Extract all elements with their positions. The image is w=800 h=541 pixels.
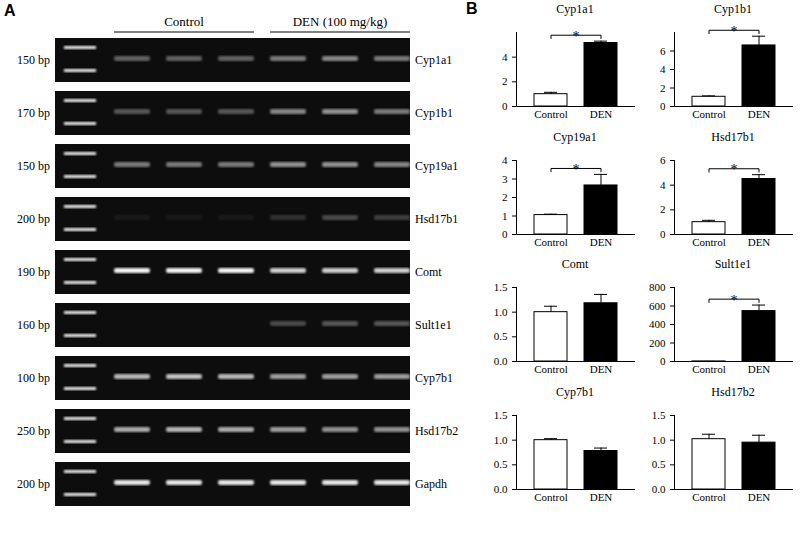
svg-text:0.5: 0.5 xyxy=(494,330,508,342)
svg-text:2: 2 xyxy=(502,191,508,203)
svg-text:0: 0 xyxy=(502,228,508,240)
svg-text:0: 0 xyxy=(660,100,666,112)
svg-text:1.0: 1.0 xyxy=(494,434,508,446)
svg-text:6: 6 xyxy=(660,154,666,166)
svg-text:100 bp: 100 bp xyxy=(17,371,50,385)
svg-text:600: 600 xyxy=(649,300,666,312)
svg-text:200: 200 xyxy=(649,337,666,349)
html-text:Comt: Comt xyxy=(561,257,589,271)
svg-text:DEN: DEN xyxy=(590,363,613,375)
svg-text:DEN: DEN xyxy=(748,363,771,375)
svg-text:*: * xyxy=(731,293,738,308)
svg-text:1.5: 1.5 xyxy=(494,281,508,293)
svg-text:4: 4 xyxy=(502,154,508,166)
svg-text:Comt: Comt xyxy=(415,265,442,279)
svg-text:Control: Control xyxy=(534,108,568,120)
svg-text:3: 3 xyxy=(502,173,508,185)
svg-text:0.0: 0.0 xyxy=(494,483,508,495)
svg-text:250 bp: 250 bp xyxy=(17,424,50,438)
svg-text:Cyp1b1: Cyp1b1 xyxy=(415,106,453,120)
svg-text:DEN: DEN xyxy=(748,491,771,503)
svg-text:0: 0 xyxy=(660,355,666,367)
svg-text:Control: Control xyxy=(692,108,726,120)
svg-text:DEN: DEN xyxy=(748,236,771,248)
svg-text:2: 2 xyxy=(660,82,666,94)
svg-text:150 bp: 150 bp xyxy=(17,53,50,67)
svg-text:1.5: 1.5 xyxy=(652,409,666,421)
svg-text:DEN (100 mg/kg): DEN (100 mg/kg) xyxy=(293,14,388,29)
html-text:Sult1e1: Sult1e1 xyxy=(714,257,752,271)
svg-text:200 bp: 200 bp xyxy=(17,212,50,226)
svg-text:0.0: 0.0 xyxy=(652,483,666,495)
svg-text:0.5: 0.5 xyxy=(652,458,666,470)
svg-text:Control: Control xyxy=(534,491,568,503)
html-text:Hsd17b1: Hsd17b1 xyxy=(711,130,755,144)
svg-text:4: 4 xyxy=(502,51,508,63)
svg-text:150 bp: 150 bp xyxy=(17,159,50,173)
svg-text:DEN: DEN xyxy=(590,236,613,248)
svg-text:800: 800 xyxy=(649,281,666,293)
svg-text:6: 6 xyxy=(660,45,666,57)
svg-text:Control: Control xyxy=(692,236,726,248)
svg-text:Control: Control xyxy=(692,491,726,503)
svg-text:2: 2 xyxy=(502,75,508,87)
html-text:Cyp19a1: Cyp19a1 xyxy=(553,130,597,144)
svg-text:4: 4 xyxy=(660,63,666,75)
svg-text:Control: Control xyxy=(692,363,726,375)
svg-text:2: 2 xyxy=(660,203,666,215)
svg-text:160 bp: 160 bp xyxy=(17,318,50,332)
svg-text:*: * xyxy=(731,162,738,177)
svg-text:4: 4 xyxy=(660,179,666,191)
svg-text:Hsd17b1: Hsd17b1 xyxy=(415,212,458,226)
svg-text:Cyp1a1: Cyp1a1 xyxy=(415,53,452,67)
html-text:Cyp1a1: Cyp1a1 xyxy=(556,2,594,16)
svg-text:190 bp: 190 bp xyxy=(17,265,50,279)
svg-text:Hsd17b2: Hsd17b2 xyxy=(415,424,458,438)
svg-text:1.0: 1.0 xyxy=(652,434,666,446)
svg-text:1: 1 xyxy=(502,210,508,222)
svg-text:0.5: 0.5 xyxy=(494,458,508,470)
svg-text:*: * xyxy=(731,24,738,39)
html-text:Cyp7b1: Cyp7b1 xyxy=(556,385,594,399)
html-text:Hsd17b2: Hsd17b2 xyxy=(711,385,755,399)
svg-text:170 bp: 170 bp xyxy=(17,106,50,120)
svg-text:1.5: 1.5 xyxy=(494,409,508,421)
svg-text:200 bp: 200 bp xyxy=(17,477,50,491)
svg-text:*: * xyxy=(573,162,580,177)
svg-text:Sult1e1: Sult1e1 xyxy=(415,318,452,332)
svg-text:A: A xyxy=(4,2,16,19)
svg-text:0.0: 0.0 xyxy=(494,355,508,367)
svg-text:Control: Control xyxy=(164,14,204,29)
svg-text:Control: Control xyxy=(534,363,568,375)
svg-text:Cyp7b1: Cyp7b1 xyxy=(415,371,453,385)
svg-text:0: 0 xyxy=(502,100,508,112)
svg-text:Control: Control xyxy=(534,236,568,248)
svg-text:*: * xyxy=(573,29,580,44)
html-text:B: B xyxy=(466,0,478,17)
html-text:Cyp1b1: Cyp1b1 xyxy=(714,2,752,16)
svg-text:0: 0 xyxy=(660,228,666,240)
svg-text:DEN: DEN xyxy=(590,108,613,120)
svg-text:1.0: 1.0 xyxy=(494,306,508,318)
svg-text:Cyp19a1: Cyp19a1 xyxy=(415,159,458,173)
svg-text:Gapdh: Gapdh xyxy=(415,477,447,491)
svg-text:400: 400 xyxy=(649,318,666,330)
svg-text:DEN: DEN xyxy=(590,491,613,503)
svg-text:DEN: DEN xyxy=(748,108,771,120)
